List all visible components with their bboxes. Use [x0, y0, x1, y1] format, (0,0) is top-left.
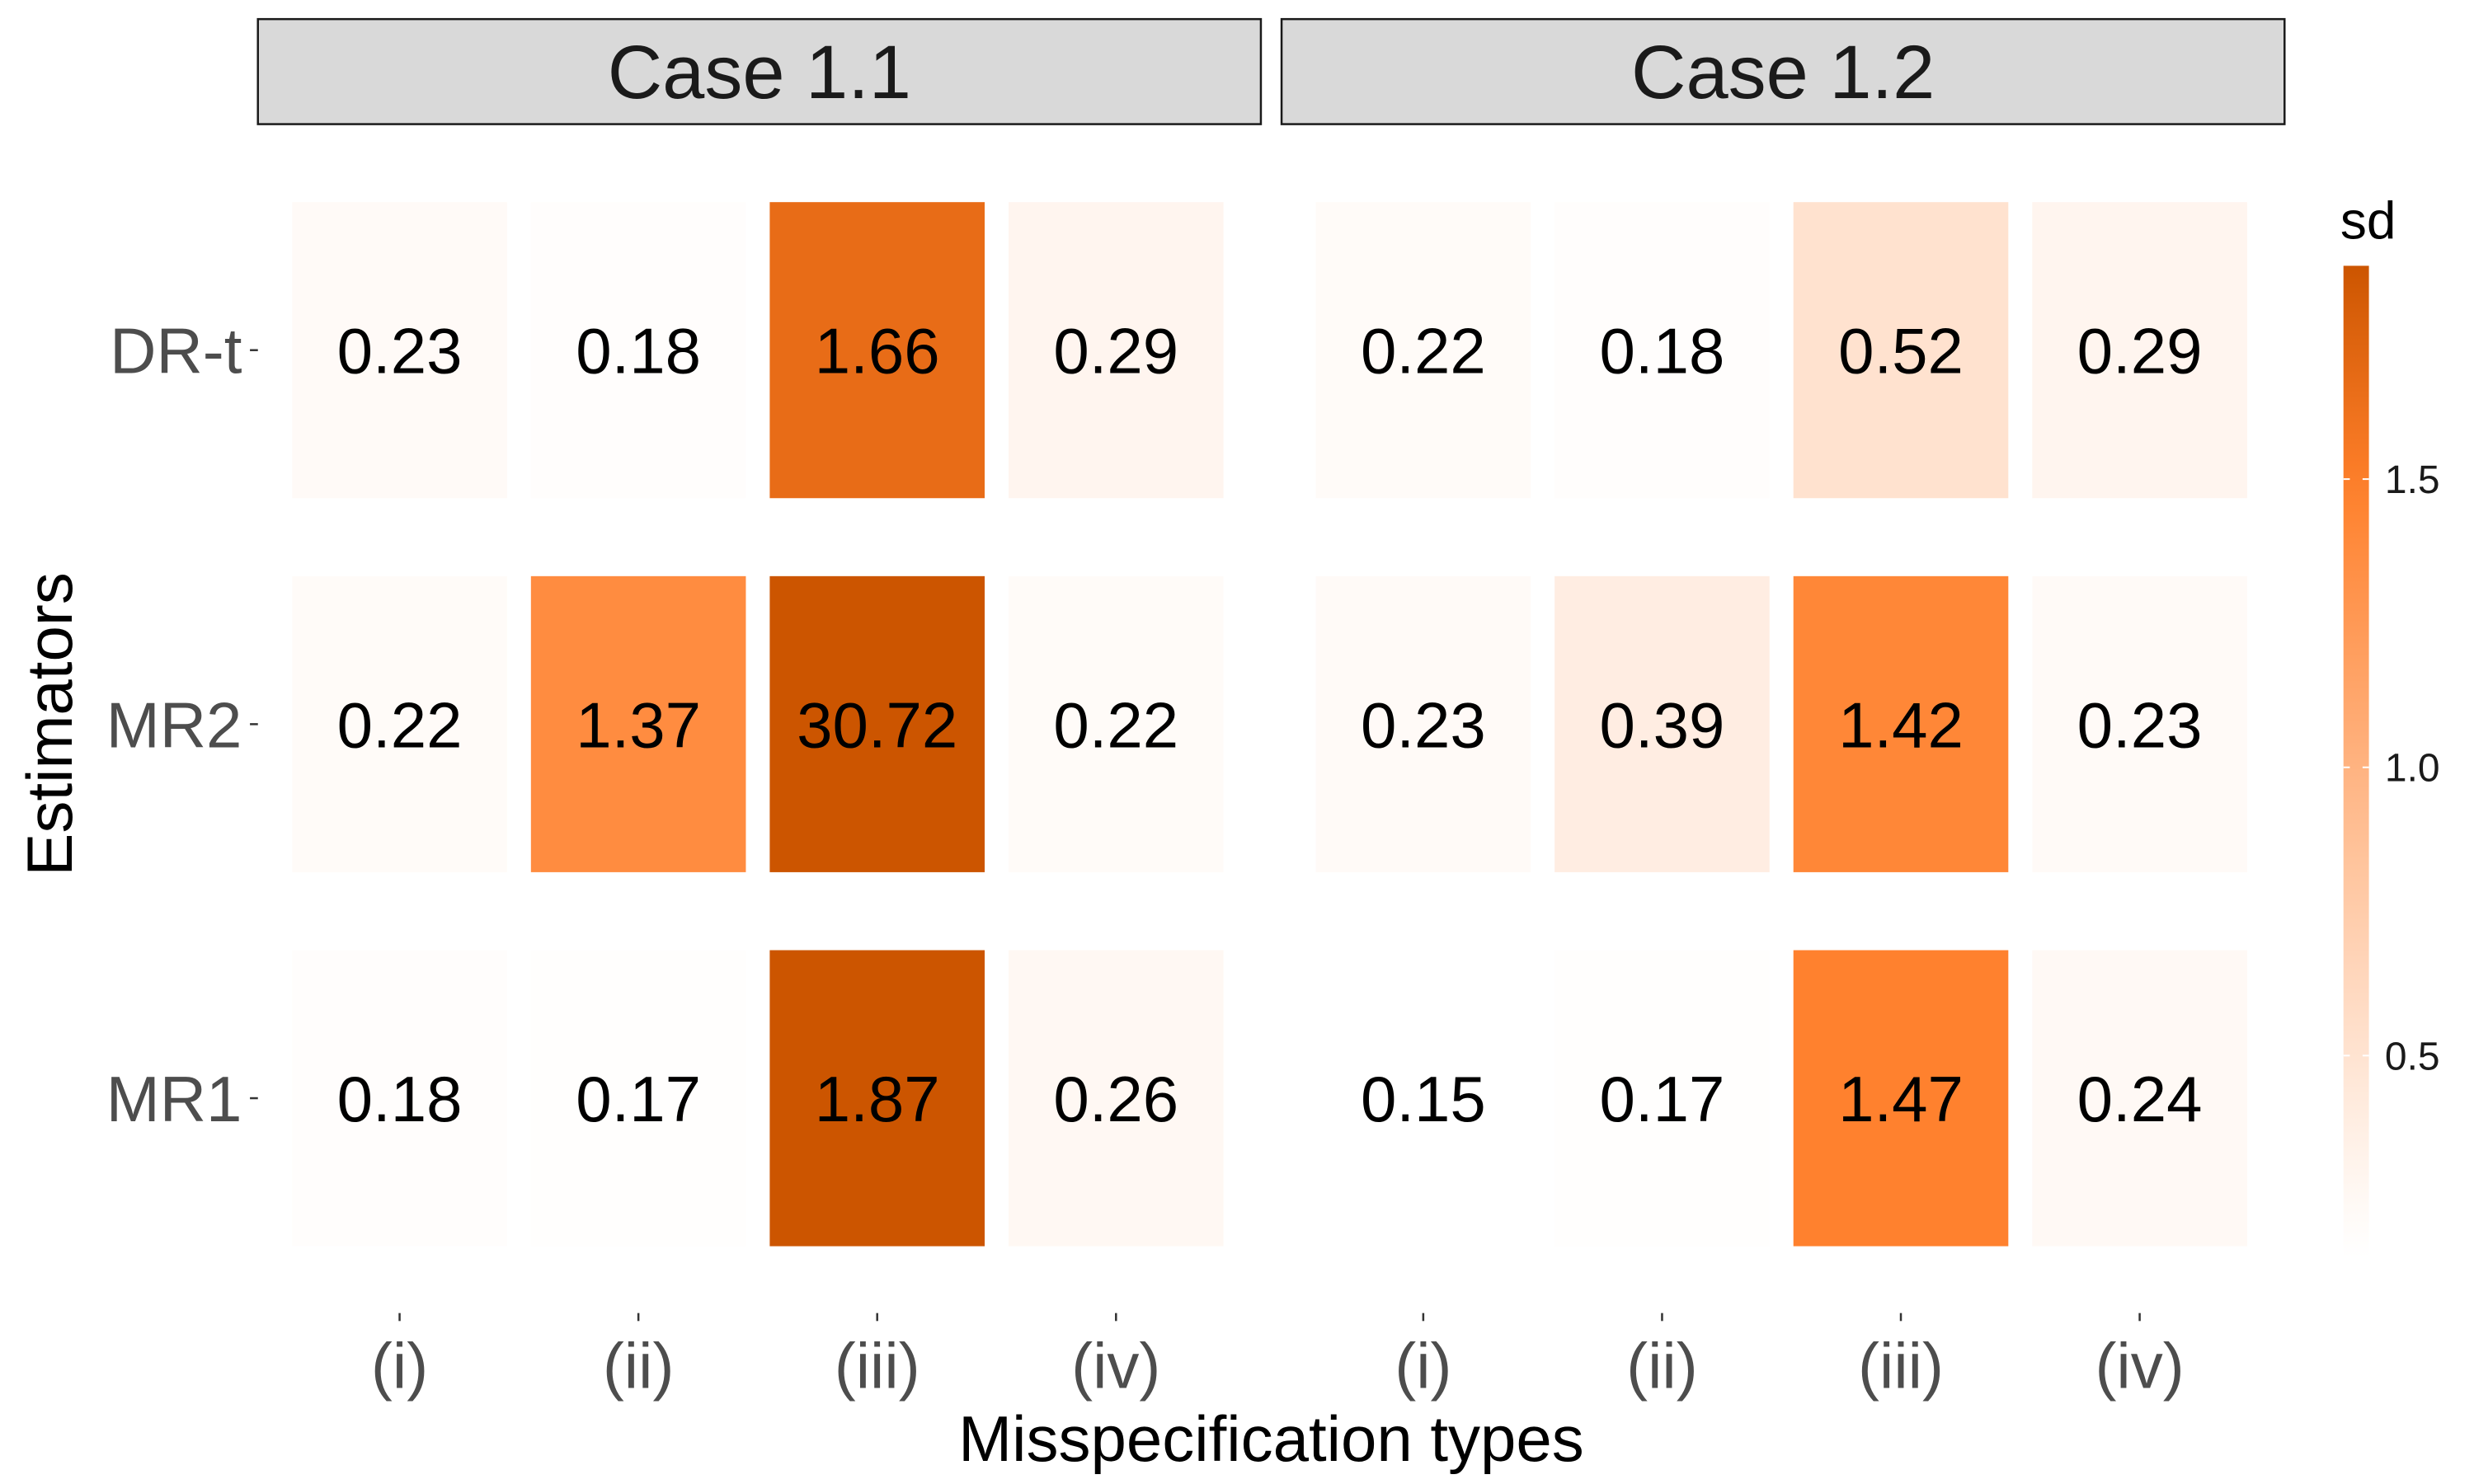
heatmap-cell: [769, 575, 985, 872]
x-tick-label: (i): [371, 1329, 428, 1402]
heatmap-cell: [1008, 950, 1224, 1247]
heatmap-cell: [1315, 575, 1531, 872]
x-tick-label: (ii): [1626, 1329, 1698, 1402]
heatmap-cell: [769, 202, 985, 499]
y-tick-label: DR-t: [110, 315, 242, 387]
y-tick-label: MR1: [106, 1063, 242, 1135]
heatmap-cell: [1793, 575, 2009, 872]
cell-value-label: 0.18: [337, 1063, 463, 1135]
x-tick-label: (i): [1395, 1329, 1451, 1402]
cell-value-label: 0.39: [1600, 688, 1725, 761]
heatmap-cell: [530, 950, 746, 1247]
cell-value-label: 30.72: [797, 688, 957, 761]
x-tick-label: (iv): [1071, 1329, 1160, 1402]
heatmap-cell: [1315, 950, 1531, 1247]
heatmap-cell: [1554, 202, 1770, 499]
heatmap-cell: [769, 950, 985, 1247]
panel-strip: [1280, 17, 2286, 125]
panel-title: Case 1.2: [1631, 31, 1935, 115]
heatmap-cell: [1793, 202, 2009, 499]
cell-value-label: 0.18: [576, 315, 701, 387]
y-axis-title: Estimators: [13, 572, 86, 876]
heatmap-cell: [2032, 575, 2247, 872]
legend-tick-label: 1.0: [2385, 747, 2440, 791]
cell-value-label: 0.29: [1053, 315, 1178, 387]
heatmap-cell: [1008, 575, 1224, 872]
panel-title: Case 1.1: [608, 31, 911, 115]
cell-value-label: 0.26: [1053, 1063, 1178, 1135]
y-tick-label: MR2: [106, 688, 242, 761]
cell-value-label: 0.17: [576, 1063, 701, 1135]
cell-value-label: 0.18: [1600, 315, 1725, 387]
cell-value-label: 0.22: [1361, 315, 1486, 387]
cell-value-label: 0.17: [1600, 1063, 1725, 1135]
heatmap-cell: [1554, 950, 1770, 1247]
cell-value-label: 1.87: [815, 1063, 940, 1135]
cell-value-label: 1.37: [576, 688, 701, 761]
heatmap-cell: [530, 575, 746, 872]
panel-strip: [256, 17, 1263, 125]
x-tick-label: (iii): [835, 1329, 920, 1402]
legend-title: sd: [2340, 191, 2396, 251]
heatmap-cell: [1315, 202, 1531, 499]
cell-value-label: 0.23: [1361, 688, 1486, 761]
heatmap-cell: [1008, 202, 1224, 499]
heatmap-cell: [530, 202, 746, 499]
cell-value-label: 0.23: [337, 315, 463, 387]
x-tick-label: (ii): [603, 1329, 675, 1402]
x-tick-label: (iii): [1858, 1329, 1944, 1402]
legend-colorbar: [2343, 265, 2369, 1258]
heatmap-cell: [292, 575, 507, 872]
cell-value-label: 0.52: [1838, 315, 1964, 387]
x-tick-label: (iv): [2095, 1329, 2184, 1402]
cell-value-label: 1.47: [1838, 1063, 1964, 1135]
cell-value-label: 0.22: [1053, 688, 1178, 761]
heatmap-cell: [2032, 950, 2247, 1247]
cell-value-label: 1.42: [1838, 688, 1964, 761]
heatmap-cell: [2032, 202, 2247, 499]
heatmap-cell: [1554, 575, 1770, 872]
cell-value-label: 0.24: [2077, 1063, 2203, 1135]
cell-value-label: 0.23: [2077, 688, 2203, 761]
heatmap-cell: [292, 202, 507, 499]
legend-tick-label: 1.5: [2385, 458, 2440, 502]
cell-value-label: 0.29: [2077, 315, 2203, 387]
heatmap-cell: [1793, 950, 2009, 1247]
legend-tick-label: 0.5: [2385, 1035, 2440, 1078]
cell-value-label: 1.66: [815, 315, 940, 387]
cell-value-label: 0.15: [1361, 1063, 1486, 1135]
x-axis-title: Misspecification types: [958, 1402, 1584, 1475]
cell-value-label: 0.22: [337, 688, 463, 761]
heatmap-cell: [292, 950, 507, 1247]
